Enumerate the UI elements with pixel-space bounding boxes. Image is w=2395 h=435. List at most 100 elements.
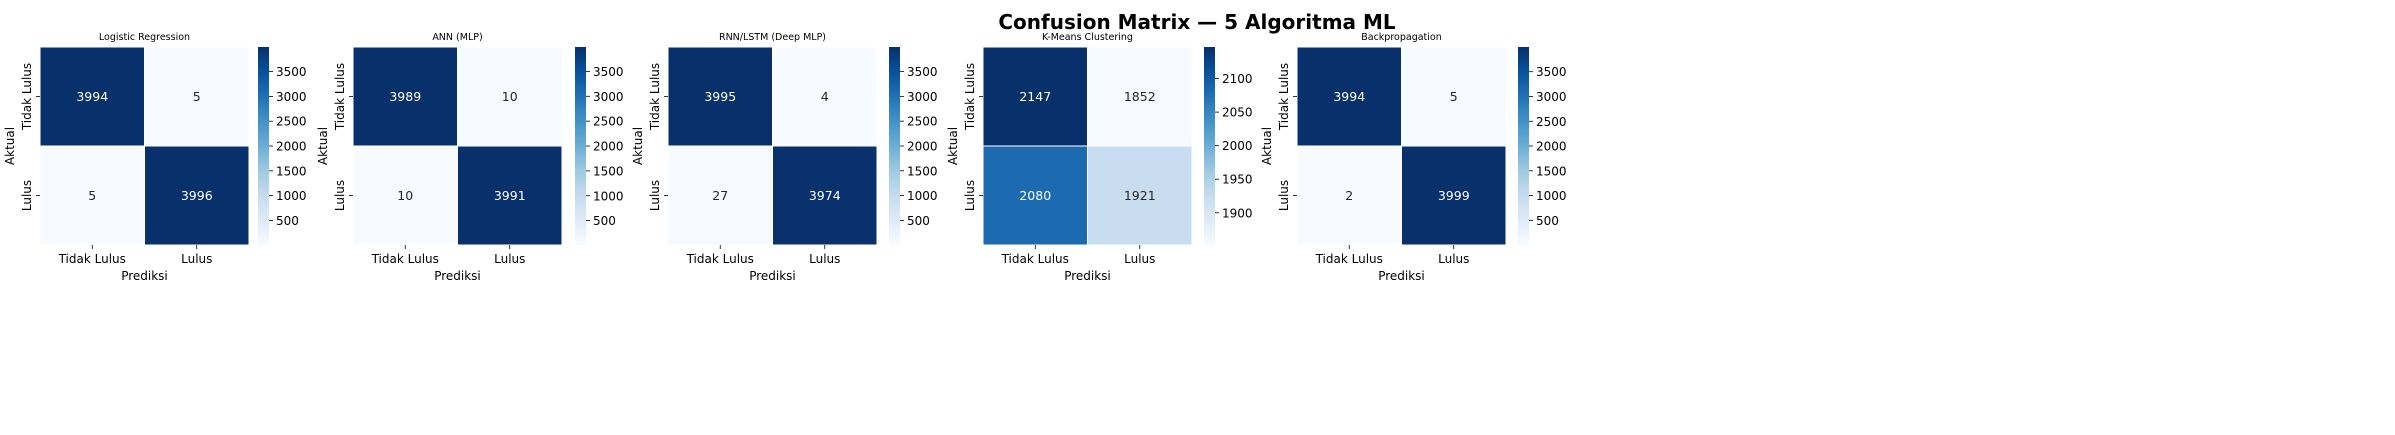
panel-title: Backpropagation [1361,32,1442,43]
x-tick-label: Lulus [1124,252,1155,266]
heatmap-cell [352,46,458,147]
y-tick-label: Tidak Lulus [20,63,34,131]
heatmap-cell [667,145,773,246]
colorbar-tick-label: 1000 [593,189,624,203]
colorbar-tick-label: 2500 [1536,115,1567,129]
x-axis-label: Prediksi [1378,269,1425,283]
x-axis-label: Prediksi [434,269,481,283]
colorbar-tick-label: 1000 [1536,189,1567,203]
colorbar-tick-label: 500 [907,214,930,228]
cell-value-label: 1852 [1124,89,1156,104]
cell-value-label: 2147 [1019,89,1051,104]
colorbar-tick-label: 2500 [276,115,307,129]
colorbar-tick-label: 2500 [593,115,624,129]
colorbar-tick-label: 2000 [1536,140,1567,154]
y-tick-label: Tidak Lulus [648,63,662,131]
colorbar-tick-label: 1500 [1536,164,1567,178]
cell-value-label: 1921 [1124,188,1156,203]
colorbar [575,47,586,245]
cell-value-label: 3989 [389,89,421,104]
colorbar [258,47,269,245]
colorbar-tick-label: 2050 [1222,106,1253,120]
colorbar-tick-label: 1000 [907,189,938,203]
heatmap-cell [39,145,145,246]
heatmap-cell [1087,46,1193,147]
cell-value-label: 27 [712,188,728,203]
cell-value-label: 5 [193,89,201,104]
colorbar [1204,47,1215,245]
panel-title: RNN/LSTM (Deep MLP) [719,32,826,43]
heatmap-cell [144,145,250,246]
x-tick-label: Tidak Lulus [686,252,754,266]
colorbar-tick-label: 3500 [1536,65,1567,79]
colorbar [1518,47,1529,245]
heatmap-cell [352,145,458,246]
heatmap-cell [772,145,878,246]
y-axis-label: Aktual [631,127,645,165]
cell-value-label: 5 [88,188,96,203]
panel-title: Logistic Regression [99,32,190,43]
colorbar-tick-label: 2000 [276,140,307,154]
figure-title: Confusion Matrix — 5 Algoritma ML [998,10,1396,34]
cell-value-label: 2080 [1019,188,1051,203]
cell-value-label: 3995 [704,89,736,104]
x-axis-label: Prediksi [121,269,168,283]
cell-value-label: 2 [1345,188,1353,203]
colorbar-tick-label: 2000 [593,140,624,154]
cell-value-label: 4 [821,89,829,104]
colorbar-tick-label: 1500 [907,164,938,178]
x-tick-label: Lulus [494,252,525,266]
cell-value-label: 5 [1450,89,1458,104]
heatmap-cell [457,145,563,246]
colorbar-tick-label: 2100 [1222,72,1253,86]
x-axis-label: Prediksi [749,269,796,283]
panel-title: ANN (MLP) [432,32,482,43]
y-axis-label: Aktual [946,127,960,165]
y-tick-label: Tidak Lulus [1277,63,1291,131]
colorbar-tick-label: 1000 [276,189,307,203]
heatmap-cell [772,46,878,147]
colorbar-tick-label: 3500 [907,65,938,79]
y-tick-label: Tidak Lulus [963,63,977,131]
colorbar-tick-label: 3000 [907,90,938,104]
y-tick-label: Lulus [648,180,662,211]
heatmap-cell [1296,46,1402,147]
y-tick-label: Lulus [20,180,34,211]
heatmap-cell [144,46,250,147]
heatmap-panel-2: ANN (MLP) 3989 10 10 3991 Tidak Lulus Lulus Pre… [316,32,624,283]
x-tick-label: Lulus [1438,252,1469,266]
y-tick-label: Lulus [333,180,347,211]
y-axis-label: Aktual [1260,127,1274,165]
x-tick-label: Tidak Lulus [1315,252,1383,266]
y-tick-label: Lulus [1277,180,1291,211]
heatmap-cell [1401,145,1507,246]
x-tick-label: Tidak Lulus [371,252,439,266]
colorbar-tick-label: 1900 [1222,206,1253,220]
heatmap-panel-1: Logistic Regression 3994 5 5 3996 Tidak Lulus… [3,32,307,283]
cell-value-label: 3999 [1438,188,1470,203]
cell-value-label: 3994 [1333,89,1365,104]
panel-title: K-Means Clustering [1042,32,1133,43]
heatmap-cell [1401,46,1507,147]
heatmap-cell [39,46,145,147]
colorbar-tick-label: 1950 [1222,173,1253,187]
colorbar-tick-label: 3000 [276,90,307,104]
x-tick-label: Tidak Lulus [1001,252,1069,266]
colorbar-tick-label: 3500 [276,65,307,79]
cell-value-label: 3991 [494,188,526,203]
colorbar-tick-label: 1500 [593,164,624,178]
x-tick-label: Lulus [181,252,212,266]
heatmap-cell [982,145,1088,246]
x-axis-label: Prediksi [1064,269,1111,283]
y-axis-label: Aktual [316,127,330,165]
heatmap-cell [1087,145,1193,246]
colorbar [889,47,900,245]
colorbar-tick-label: 3500 [593,65,624,79]
heatmap-panel-3: RNN/LSTM (Deep MLP) 3995 4 27 3974 Tidak Lulu… [631,32,938,283]
heatmap-panel-5: Backpropagation 3994 5 2 3999 Tidak Lulus Lulu… [1260,32,1567,283]
cell-value-label: 3974 [809,188,841,203]
colorbar-tick-label: 500 [1536,214,1559,228]
heatmap-panel-4: K-Means Clustering 2147 1852 2080 1921 Tidak … [946,32,1253,283]
cell-value-label: 10 [397,188,413,203]
